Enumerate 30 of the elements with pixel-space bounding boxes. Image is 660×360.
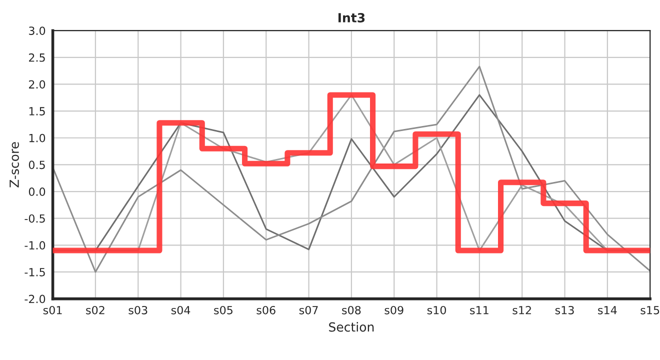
y-tick-label: -1.5 bbox=[24, 268, 45, 276]
y-tick-label: 0.5 bbox=[28, 160, 45, 170]
x-tick-label: s10 bbox=[427, 306, 446, 314]
y-tick-label: 2.0 bbox=[29, 80, 46, 89]
y-axis-title: Z-score bbox=[10, 142, 19, 188]
x-tick-label: s13 bbox=[555, 306, 574, 314]
x-tick-label: s12 bbox=[512, 306, 531, 314]
x-tick-label: s14 bbox=[598, 306, 617, 314]
x-tick-label: s03 bbox=[128, 306, 148, 314]
y-tick-label: 1.5 bbox=[29, 107, 45, 116]
x-tick-label: s06 bbox=[256, 306, 276, 314]
y-tick-label: 1.0 bbox=[29, 134, 46, 142]
y-tick-label: 2.5 bbox=[29, 53, 45, 62]
x-tick-label: s15 bbox=[640, 306, 660, 314]
line-series bbox=[52, 66, 650, 273]
y-tick-label: -0.5 bbox=[24, 214, 45, 223]
chart-title: Int3 bbox=[338, 12, 365, 22]
x-tick-label: s02 bbox=[86, 306, 104, 314]
x-tick-label: s04 bbox=[171, 306, 190, 314]
y-tick-label: 0.0 bbox=[28, 187, 46, 196]
x-axis-title: Section bbox=[329, 322, 374, 332]
y-tick-label: 3.0 bbox=[29, 26, 46, 35]
x-tick-label: s11 bbox=[470, 306, 488, 314]
x-tick-label: s08 bbox=[342, 306, 361, 314]
y-tick-label: -1.0 bbox=[24, 241, 46, 250]
y-tick-label: -2.0 bbox=[24, 294, 46, 304]
x-tick-label: s01 bbox=[43, 306, 62, 314]
x-tick-label: s07 bbox=[299, 306, 318, 314]
x-tick-label: s05 bbox=[214, 306, 232, 314]
x-tick-label: s09 bbox=[384, 306, 404, 314]
